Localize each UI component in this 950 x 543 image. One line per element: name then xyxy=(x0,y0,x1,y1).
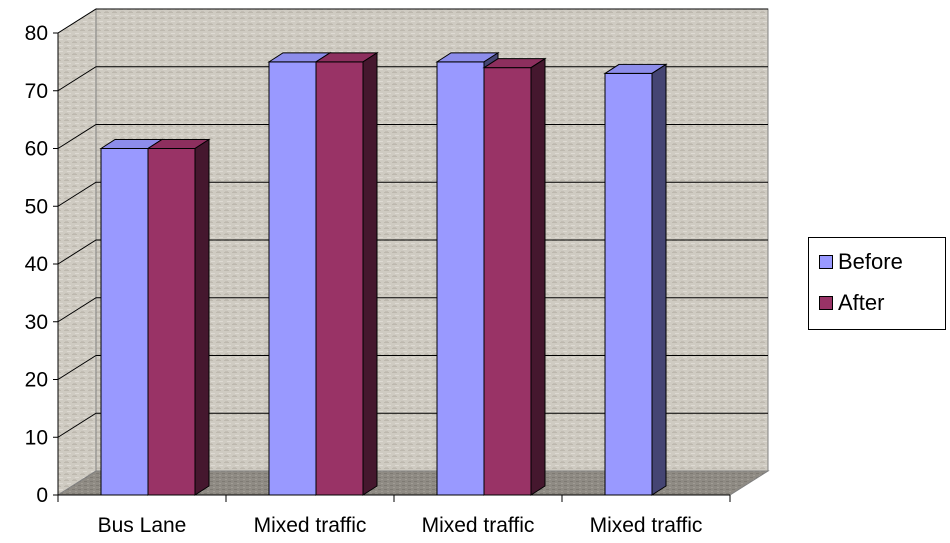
y-tick-label: 0 xyxy=(36,484,48,507)
bar-side xyxy=(530,57,546,496)
bar-front xyxy=(604,72,653,496)
legend-swatch-before xyxy=(819,255,833,269)
bar-after xyxy=(314,51,379,496)
legend: Before After xyxy=(808,237,946,330)
bar-before xyxy=(603,63,668,496)
x-tick-label: Bus Lane xyxy=(98,514,187,537)
bar-front xyxy=(315,61,364,496)
y-tick-label: 20 xyxy=(25,369,48,392)
axis-labels: 0 10 20 30 40 50 60 70 80 Bus Lane Mixed traffic Mi… xyxy=(25,22,703,537)
bar-side xyxy=(651,63,667,496)
bar-side xyxy=(194,138,210,496)
x-tick-label: Mixed traffic xyxy=(254,514,367,537)
y-tick-label: 10 xyxy=(25,426,48,449)
legend-label-after: After xyxy=(838,290,885,315)
bar-front xyxy=(268,61,317,496)
y-tick-label: 60 xyxy=(25,138,48,161)
bar-front xyxy=(147,148,196,496)
legend-item-after: After xyxy=(819,289,884,317)
bars xyxy=(99,51,668,496)
bar-after xyxy=(146,138,211,496)
x-tick-label: Mixed traffic xyxy=(590,514,703,537)
y-tick-label: 80 xyxy=(25,22,48,45)
y-tick-label: 40 xyxy=(25,253,48,276)
legend-item-before: Before xyxy=(819,248,903,276)
y-tick-label: 30 xyxy=(25,311,48,334)
bar-after xyxy=(482,57,547,496)
bar-front xyxy=(436,61,485,496)
legend-swatch-after xyxy=(819,296,833,310)
gridline xyxy=(57,8,768,34)
y-tick-label: 50 xyxy=(25,195,48,218)
x-tick-label: Mixed traffic xyxy=(422,514,535,537)
legend-label-before: Before xyxy=(838,249,903,274)
bar-front xyxy=(483,67,532,496)
bar-side xyxy=(362,51,378,496)
bar-front xyxy=(100,148,149,496)
y-tick-label: 70 xyxy=(25,80,48,103)
